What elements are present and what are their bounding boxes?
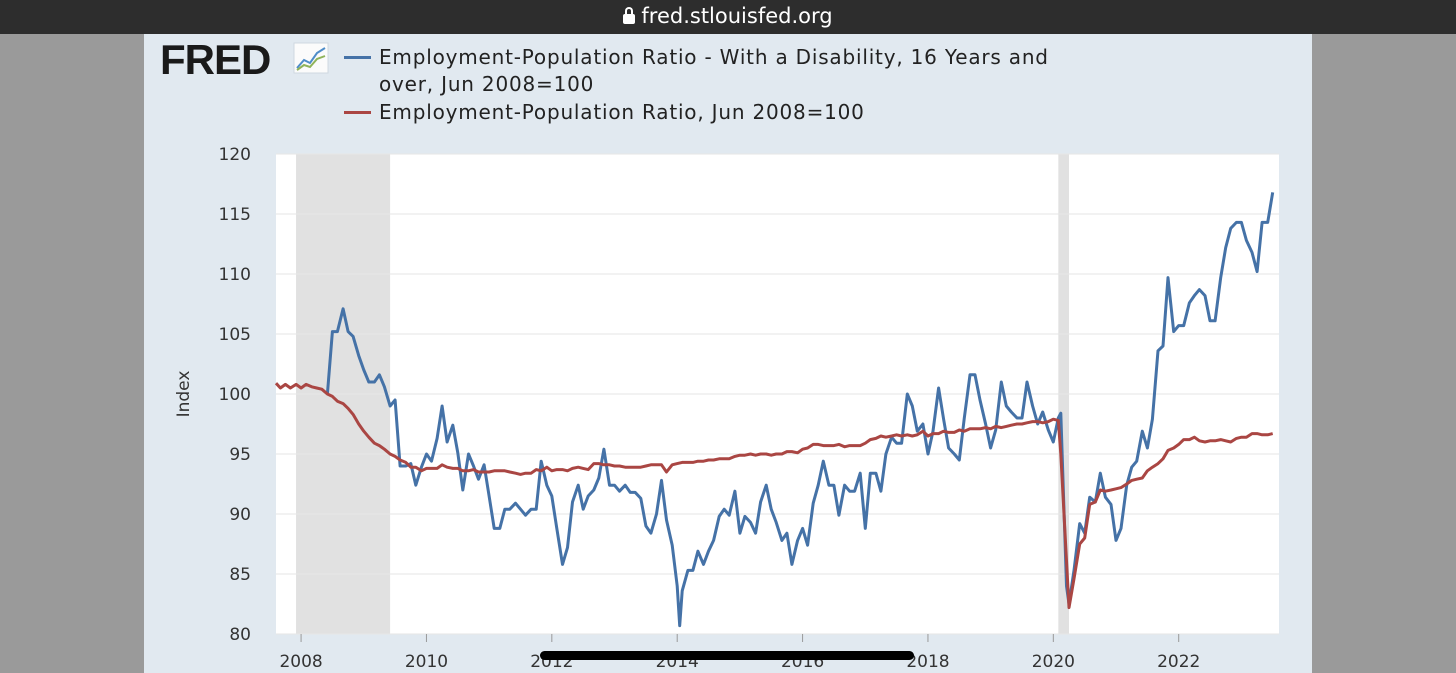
y-tick-label-110: 110 — [219, 265, 251, 285]
legend-label-overall: Employment-Population Ratio, Jun 2008=10… — [379, 100, 865, 124]
y-tick-label-80: 80 — [229, 625, 251, 645]
y-tick-label-90: 90 — [229, 505, 251, 525]
fred-graph-icon — [293, 42, 329, 74]
browser-address-bar[interactable]: fred.stlouisfed.org — [0, 0, 1456, 34]
y-tick-label-115: 115 — [219, 205, 251, 225]
x-tick-label-2010: 2010 — [405, 652, 448, 672]
y-tick-label-105: 105 — [219, 325, 251, 345]
x-tick-label-2022: 2022 — [1157, 652, 1200, 672]
fred-logo[interactable]: FRED — [160, 36, 271, 84]
x-tick-label-2018: 2018 — [906, 652, 949, 672]
legend-swatch-overall — [344, 111, 371, 114]
y-tick-label-85: 85 — [229, 565, 251, 585]
y-tick-label-120: 120 — [219, 145, 251, 165]
y-tick-label-100: 100 — [219, 385, 251, 405]
x-tick-label-2008: 2008 — [279, 652, 322, 672]
url-display[interactable]: fred.stlouisfed.org — [0, 4, 1456, 28]
fred-logo-text: FRED — [160, 36, 271, 83]
x-tick-label-2020: 2020 — [1032, 652, 1075, 672]
lock-icon — [623, 7, 636, 24]
home-indicator[interactable] — [540, 651, 914, 660]
legend-swatch-disability — [344, 56, 371, 59]
series-line-1 — [274, 382, 1274, 610]
y-tick-label-95: 95 — [229, 445, 251, 465]
chart-panel: 80 85 90 95 100 105 110 115 120 2008 2010 2012 2014 2… — [144, 34, 1312, 673]
series-line-0 — [325, 192, 1275, 628]
url-text: fred.stlouisfed.org — [641, 4, 833, 28]
legend-label-disability: Employment-Population Ratio - With a Dis… — [379, 45, 1049, 96]
y-axis-label: Index — [174, 371, 194, 418]
